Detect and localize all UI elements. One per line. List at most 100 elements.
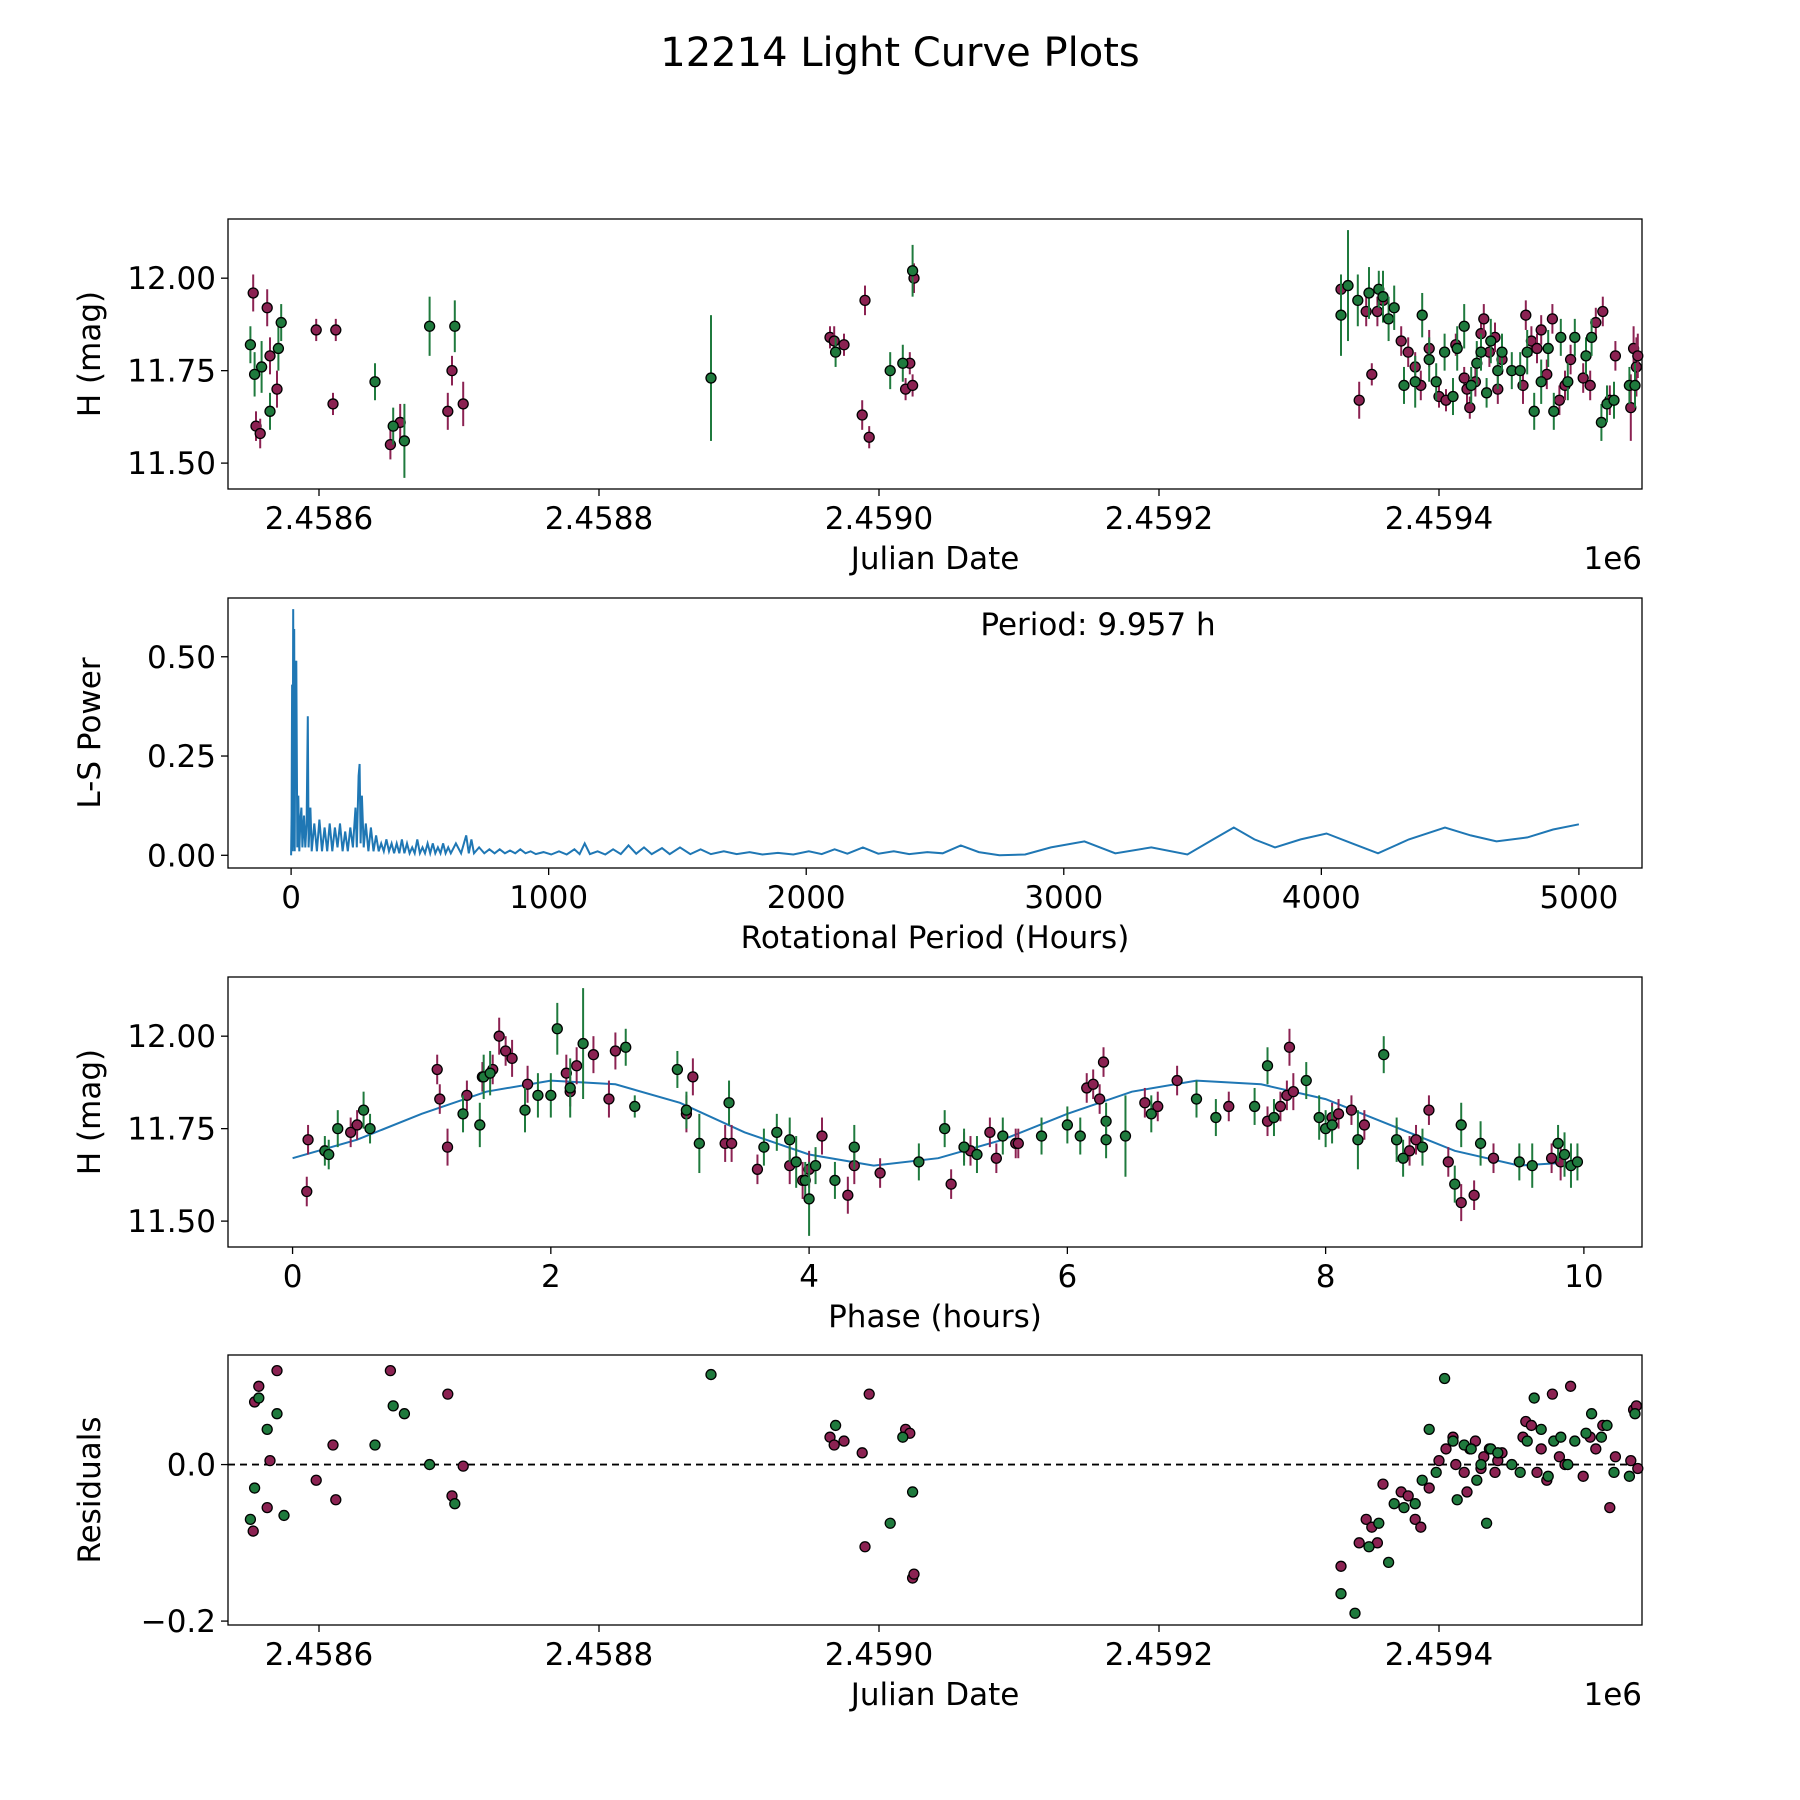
- y-tick-label: 11.75: [127, 1112, 216, 1148]
- data-point: [1480, 1517, 1493, 1529]
- data-point: [369, 1439, 381, 1451]
- series-green: [244, 230, 1641, 478]
- data-point: [1373, 1517, 1385, 1529]
- data-point: [1352, 294, 1364, 307]
- data-point: [261, 302, 273, 314]
- data-point: [254, 427, 266, 440]
- data-point: [1514, 1466, 1526, 1479]
- y-axis-label: H (mag): [72, 1049, 108, 1175]
- data-point: [1577, 372, 1589, 384]
- data-point: [1268, 1111, 1280, 1124]
- data-point: [261, 1423, 273, 1435]
- data-point: [1474, 1137, 1487, 1150]
- x-tick-label: 2.4588: [545, 1637, 653, 1673]
- y-tick-label: 0.00: [147, 838, 216, 874]
- x-axis-label: Rotational Period (Hours): [741, 920, 1130, 956]
- data-point: [521, 1078, 534, 1090]
- x-tick-label: 0: [283, 1259, 303, 1295]
- data-point: [271, 383, 283, 395]
- data-point: [1546, 1388, 1559, 1400]
- data-point: [1604, 1501, 1616, 1514]
- data-point: [1388, 1498, 1400, 1510]
- data-point: [838, 1435, 850, 1447]
- data-point: [1433, 1455, 1445, 1467]
- data-point: [1423, 1104, 1435, 1116]
- data-point: [253, 1380, 265, 1392]
- y-axis-label: H (mag): [72, 291, 108, 417]
- data-point: [1632, 1462, 1644, 1475]
- panel-ls: 0 1000 2000 3000 4000 5000 0.00 0.25 0.50 Rotatio…: [72, 597, 1643, 956]
- fit-curve: [292, 1079, 1579, 1167]
- data-point: [1464, 401, 1476, 414]
- data-point: [1353, 1537, 1365, 1549]
- y-axis-label: Residuals: [72, 1416, 108, 1563]
- data-point: [357, 1104, 370, 1116]
- x-tick-label: 2.4592: [1105, 501, 1213, 537]
- data-point: [423, 1458, 436, 1471]
- data-point: [809, 1159, 822, 1172]
- data-point: [897, 357, 909, 369]
- data-point: [301, 1185, 313, 1198]
- data-point: [671, 1063, 684, 1076]
- data-point: [828, 335, 840, 347]
- x-tick-label: 3000: [1024, 880, 1103, 916]
- data-point: [1423, 1482, 1435, 1494]
- data-point: [1398, 1501, 1410, 1514]
- data-point: [1597, 305, 1609, 318]
- data-point: [423, 320, 436, 332]
- data-point: [1526, 1159, 1538, 1172]
- data-point: [564, 1082, 576, 1094]
- data-point: [1520, 309, 1532, 321]
- data-point: [908, 1568, 920, 1580]
- data-point: [1528, 1392, 1540, 1404]
- data-point: [1450, 1458, 1462, 1471]
- data-point: [856, 409, 868, 421]
- period-annotation: Period: 9.957 h: [980, 607, 1215, 643]
- data-point: [1580, 350, 1592, 362]
- data-point: [1409, 1498, 1421, 1510]
- panel-lc: 2.4586 2.4588 2.4590 2.4592 2.4594 11.50 11.75…: [72, 218, 1644, 577]
- data-point: [705, 372, 717, 384]
- x-tick-label: 2.4594: [1385, 501, 1493, 537]
- data-point: [1313, 1111, 1325, 1124]
- y-tick-label: 12.00: [127, 261, 216, 297]
- data-point: [1487, 1152, 1500, 1164]
- data-point: [248, 1482, 261, 1494]
- data-point: [1555, 1431, 1567, 1443]
- data-point: [1629, 379, 1641, 392]
- data-point: [1478, 313, 1490, 325]
- data-point: [687, 1071, 699, 1083]
- data-point: [1097, 1056, 1110, 1068]
- data-point: [680, 1104, 693, 1116]
- data-point: [1190, 1093, 1203, 1105]
- data-point: [1287, 1086, 1299, 1098]
- data-point: [1430, 376, 1442, 388]
- data-point: [1274, 1100, 1287, 1113]
- data-point: [1403, 1145, 1416, 1157]
- data-point: [1531, 342, 1543, 355]
- axes-frame: [227, 976, 1643, 1248]
- data-point: [1152, 1100, 1164, 1113]
- data-point: [1552, 1137, 1564, 1150]
- data-point: [1449, 1178, 1461, 1190]
- y-tick-label: 11.50: [127, 446, 216, 482]
- data-point: [771, 1126, 783, 1138]
- data-point: [244, 339, 257, 351]
- data-point: [945, 1178, 957, 1190]
- x-axis-label: Phase (hours): [828, 1299, 1042, 1335]
- data-point: [1061, 1119, 1074, 1131]
- data-point: [1382, 1556, 1395, 1569]
- y-tick-label: 12.00: [127, 1019, 216, 1055]
- data-point: [327, 1439, 339, 1451]
- data-point: [1521, 1435, 1533, 1447]
- data-point: [1074, 1130, 1086, 1142]
- data-point: [1360, 1513, 1372, 1525]
- data-point: [1590, 1443, 1602, 1455]
- data-point: [1442, 1156, 1454, 1168]
- data-point: [545, 1089, 557, 1102]
- data-point: [1335, 309, 1347, 321]
- data-point: [1585, 331, 1598, 344]
- data-point: [1492, 1447, 1504, 1459]
- y-tick-label: −0.2: [141, 1604, 216, 1640]
- data-point: [1458, 1466, 1470, 1479]
